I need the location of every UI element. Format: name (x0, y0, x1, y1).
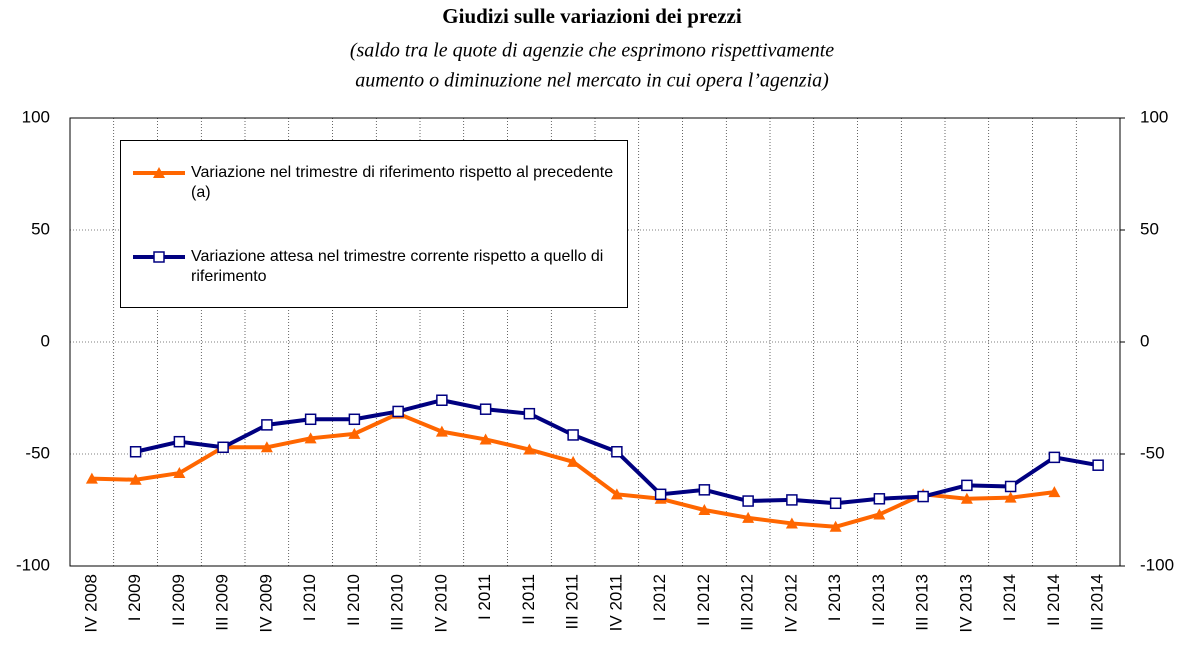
point (1004, 480, 1017, 493)
y2-tick-label: -50 (1140, 443, 1165, 462)
point (873, 493, 886, 505)
x-tick-label: IV 2012 (781, 574, 800, 633)
x-tick-label: II 2011 (519, 574, 538, 625)
point (348, 427, 361, 439)
y2-tick-label: 100 (1140, 107, 1168, 126)
point (1048, 486, 1061, 498)
legend-marker (153, 251, 165, 263)
chart-title: Giudizi sulle variazioni dei prezzi (442, 4, 742, 28)
x-tick-label: IV 2011 (606, 574, 625, 631)
x-tick-label: I 2009 (125, 574, 144, 621)
x-tick-label: IV 2013 (956, 574, 975, 633)
legend-label: Variazione nel trimestre di riferimento … (191, 164, 614, 201)
point (1048, 451, 1061, 464)
point (786, 494, 798, 506)
point (348, 413, 361, 426)
point (611, 446, 623, 458)
y-tick-label: -50 (25, 443, 50, 462)
point (523, 443, 536, 455)
y-tick-label: 100 (22, 107, 50, 126)
x-tick-label: I 2011 (475, 574, 494, 620)
x-tick-label: II 2014 (1044, 574, 1063, 626)
chart-subtitle: (saldo tra le quote di agenzie che espri… (350, 40, 834, 62)
point (960, 492, 973, 504)
point (567, 455, 580, 467)
x-tick-label: I 2013 (825, 574, 844, 621)
point (917, 490, 929, 503)
x-tick-label: IV 2009 (256, 574, 275, 633)
x-tick-label: II 2013 (869, 574, 888, 626)
x-tick-label: III 2012 (738, 574, 757, 631)
x-tick-label: III 2014 (1088, 574, 1107, 631)
y2-tick-label: 0 (1140, 331, 1149, 350)
point (479, 433, 492, 445)
point (392, 405, 404, 418)
x-tick-label: III 2013 (913, 574, 932, 631)
point (654, 488, 667, 501)
point (698, 504, 711, 515)
legend-swatch (133, 251, 185, 263)
point (785, 517, 798, 529)
legend-label: Variazione attesa nel trimestre corrente… (191, 248, 604, 285)
x-tick-label: I 2014 (1000, 574, 1019, 621)
point (217, 441, 229, 454)
point (523, 407, 536, 420)
legend: Variazione nel trimestre di riferimento … (120, 140, 628, 308)
legend-marker (153, 167, 165, 178)
point (173, 467, 186, 479)
x-tick-label: IV 2010 (431, 574, 450, 633)
x-tick-label: III 2011 (563, 574, 582, 629)
point (436, 394, 448, 406)
x-tick-label: III 2010 (388, 574, 407, 631)
x-tick-label: II 2009 (169, 574, 188, 626)
x-tick-label: I 2010 (300, 574, 319, 621)
point (1092, 459, 1104, 471)
y-tick-label: -100 (16, 555, 50, 574)
point (742, 511, 755, 523)
point (435, 425, 448, 437)
point (304, 432, 317, 444)
point (129, 473, 142, 485)
y2-tick-label: 50 (1140, 219, 1159, 238)
point (129, 446, 142, 458)
point (742, 495, 754, 507)
point (961, 479, 973, 492)
legend-item: Variazione nel trimestre di riferimento … (131, 163, 621, 203)
legend-item: Variazione attesa nel trimestre corrente… (131, 247, 621, 287)
x-tick-label: II 2010 (344, 574, 363, 626)
y2-tick-label: -100 (1140, 555, 1174, 574)
point (85, 472, 98, 484)
x-tick-label: IV 2008 (81, 574, 100, 633)
point (479, 403, 492, 415)
point (260, 441, 273, 453)
point (173, 435, 186, 448)
point (829, 497, 842, 510)
point (1004, 491, 1017, 503)
plot-frame (69, 117, 1121, 567)
x-tick-label: II 2012 (694, 574, 713, 626)
point (567, 429, 579, 441)
point (698, 484, 711, 496)
chart-subtitle: aumento o diminuzione nel mercato in cui… (355, 70, 829, 92)
point (610, 488, 623, 500)
x-tick-label: I 2012 (650, 574, 669, 621)
point (304, 413, 317, 426)
x-tick-label: III 2009 (213, 574, 232, 631)
y-tick-label: 50 (31, 219, 50, 238)
point (829, 520, 842, 532)
legend-swatch (133, 167, 185, 178)
y-tick-label: 0 (41, 331, 50, 350)
point (873, 508, 886, 520)
point (261, 419, 273, 431)
